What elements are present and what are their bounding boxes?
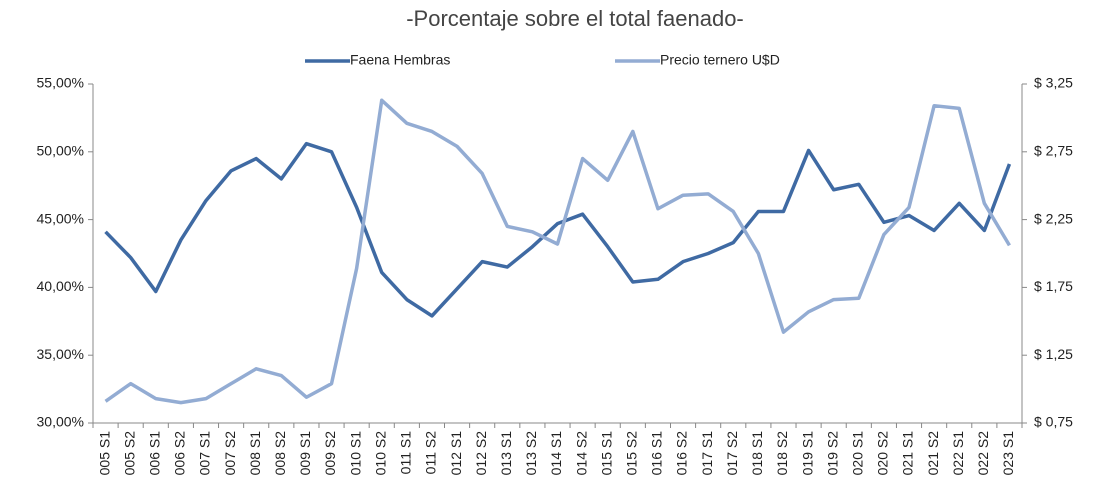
y2-tick-label: $ 3,25 <box>1034 75 1073 91</box>
x-tick-label: 007 S2 <box>222 431 238 476</box>
x-tick-label: 012 S2 <box>473 431 489 476</box>
x-tick-label: 014 S1 <box>548 431 564 476</box>
x-tick-label: 011 S2 <box>423 431 439 475</box>
chart-subtitle: -Porcentaje sobre el total faenado- <box>406 6 744 31</box>
x-tick-label: 018 S2 <box>774 431 790 476</box>
x-tick-label: 020 S1 <box>850 431 866 476</box>
x-tick-label: 016 S2 <box>674 431 690 476</box>
y-tick-label: 35,00% <box>37 346 84 362</box>
x-tick-label: 015 S2 <box>624 431 640 476</box>
y2-tick-label: $ 1,25 <box>1034 346 1073 362</box>
y2-tick-label: $ 0,75 <box>1034 414 1073 430</box>
x-tick-label: 021 S2 <box>925 431 941 476</box>
x-tick-label: 017 S1 <box>699 431 715 476</box>
x-tick-label: 019 S1 <box>799 431 815 476</box>
x-tick-label: 021 S1 <box>900 431 916 476</box>
x-tick-label: 009 S1 <box>297 431 313 476</box>
y-tick-label: 40,00% <box>37 278 84 294</box>
x-tick-label: 019 S2 <box>824 431 840 476</box>
x-tick-label: 013 S2 <box>523 431 539 476</box>
legend-label: Faena Hembras <box>350 52 450 68</box>
x-tick-label: 014 S2 <box>573 431 589 476</box>
x-tick-label: 017 S2 <box>724 431 740 476</box>
x-tick-label: 015 S1 <box>598 431 614 476</box>
x-tick-label: 006 S2 <box>172 431 188 476</box>
y-tick-label: 45,00% <box>37 210 84 226</box>
x-tick-label: 009 S2 <box>322 431 338 476</box>
x-tick-label: 022 S1 <box>950 431 966 476</box>
x-tick-label: 010 S2 <box>372 431 388 476</box>
x-tick-label: 005 S1 <box>96 431 112 476</box>
y-tick-label: 55,00% <box>37 75 84 91</box>
series-line <box>104 98 1011 405</box>
x-tick-label: 008 S2 <box>272 431 288 476</box>
x-tick-label: 016 S1 <box>649 431 665 476</box>
x-tick-label: 011 S1 <box>398 431 414 475</box>
x-tick-label: 022 S2 <box>975 431 991 476</box>
x-tick-label: 005 S2 <box>121 431 137 476</box>
y-tick-label: 50,00% <box>37 143 84 159</box>
x-tick-label: 023 S1 <box>1000 431 1016 476</box>
x-tick-label: 018 S1 <box>749 431 765 476</box>
x-tick-label: 006 S1 <box>146 431 162 476</box>
y-tick-label: 30,00% <box>37 414 84 430</box>
x-tick-label: 020 S2 <box>875 431 891 476</box>
x-tick-label: 010 S1 <box>347 431 363 476</box>
x-tick-label: 013 S1 <box>498 431 514 476</box>
legend-label: Precio ternero U$D <box>660 52 780 68</box>
x-tick-label: 007 S1 <box>197 431 213 476</box>
x-tick-label: 008 S1 <box>247 431 263 476</box>
y2-tick-label: $ 2,25 <box>1034 210 1073 226</box>
y2-tick-label: $ 2,75 <box>1034 143 1073 159</box>
series-line <box>104 141 1012 318</box>
x-tick-label: 012 S1 <box>448 431 464 476</box>
y2-tick-label: $ 1,75 <box>1034 278 1073 294</box>
